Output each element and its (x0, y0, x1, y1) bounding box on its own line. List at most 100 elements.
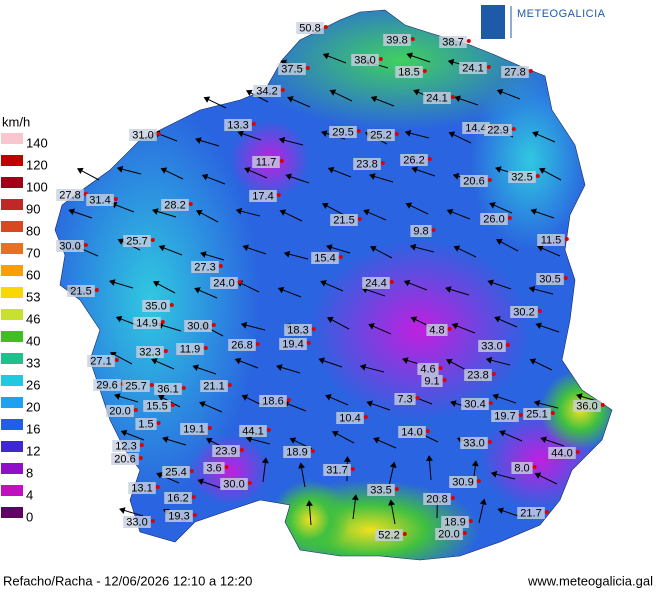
station-box (426, 324, 448, 336)
wind-arrow-head (245, 89, 253, 97)
wind-arrow-head (343, 456, 351, 462)
station-box (464, 369, 492, 381)
station-value: 34.2 (256, 85, 277, 97)
station-value: 11.9 (180, 343, 201, 355)
station-value: 9.8 (413, 225, 428, 237)
legend-label: 60 (26, 267, 40, 282)
station-dot (276, 193, 281, 197)
wind-arrow-head (201, 173, 209, 181)
legend-label: 4 (26, 487, 33, 502)
station-box (395, 66, 423, 78)
station-dot (113, 197, 118, 201)
station-value: 14.9 (136, 317, 157, 329)
station-dot (394, 487, 399, 491)
station-box (184, 320, 212, 332)
station-dot (488, 401, 493, 405)
station-box (441, 516, 469, 528)
station-dot (149, 383, 154, 387)
station-value: 20.6 (463, 175, 484, 187)
station-box (283, 446, 311, 458)
station-value: 25.2 (370, 129, 391, 141)
station-dot (394, 132, 399, 136)
station-dot (410, 37, 415, 41)
station-box (228, 339, 256, 351)
wind-arrow-head (120, 429, 128, 437)
station-box (548, 447, 576, 459)
wind-arrow-head (413, 89, 420, 96)
station-dot (266, 428, 271, 432)
wind-arrow-head (359, 363, 367, 371)
station-box (501, 66, 529, 78)
wind-arrow-head (496, 88, 504, 96)
station-value: 25.7 (126, 235, 147, 247)
wind-arrow-head (151, 358, 158, 365)
legend-swatch (1, 397, 23, 408)
wind-arrow-head (157, 394, 165, 402)
legend-swatch (1, 463, 23, 474)
station-value: 33.0 (481, 340, 502, 352)
wind-arrow-head (76, 167, 84, 175)
wind-arrow-head (289, 437, 297, 444)
wind-arrow-head (114, 393, 121, 400)
station-value: 24.4 (365, 277, 386, 289)
station-value: 30.0 (59, 240, 80, 252)
wind-arrow-head (452, 172, 460, 180)
station-dot (427, 157, 432, 161)
station-box (478, 340, 506, 352)
wind-arrow-head (528, 285, 536, 293)
legend-swatch (1, 177, 23, 188)
station-dot (169, 303, 174, 307)
wind-arrow-head (329, 89, 337, 96)
station-value: 23.8 (467, 369, 488, 381)
station-dot (239, 448, 244, 452)
wind-arrow-head (404, 129, 412, 137)
station-box (573, 400, 601, 412)
station-value: 12.3 (115, 440, 136, 452)
station-value: 30.0 (223, 478, 244, 490)
station-value: 33.5 (370, 484, 391, 496)
station-dot (163, 349, 168, 353)
wind-arrow-head (489, 202, 496, 209)
station-value: 4.6 (420, 363, 435, 375)
wind-arrow-head (321, 130, 328, 137)
station-box (459, 62, 487, 74)
wind-arrow-head (261, 457, 269, 464)
station-dot (156, 132, 161, 136)
station-box (523, 408, 551, 420)
station-dot (537, 309, 542, 313)
station-value: 31.7 (326, 464, 347, 476)
station-dot (357, 217, 362, 221)
station-box (86, 194, 114, 206)
wind-arrow-head (448, 131, 456, 138)
station-value: 18.6 (262, 395, 283, 407)
station-value: 1.5 (138, 418, 153, 430)
station-dot (550, 411, 555, 415)
wind-arrow-head (402, 357, 409, 364)
station-value: 21.7 (520, 507, 541, 519)
wind-arrow-head (287, 96, 294, 103)
wind-arrow-head (195, 137, 202, 144)
station-box (351, 54, 379, 66)
station-box (423, 92, 451, 104)
station-value: 21.5 (70, 285, 91, 297)
station-dot (311, 327, 316, 331)
station-box (417, 363, 439, 375)
station-value: 10.4 (339, 412, 360, 424)
wind-arrow-head (326, 316, 334, 324)
wind-arrow-head (68, 208, 75, 216)
station-box (462, 122, 490, 134)
station-box (421, 375, 443, 387)
station-dot (450, 496, 455, 500)
station-box (508, 171, 536, 183)
wind-arrow-head (116, 165, 124, 173)
station-box (362, 277, 390, 289)
station-box (279, 338, 307, 350)
station-dot (450, 95, 455, 99)
station-value: 24.1 (462, 62, 483, 74)
station-value: 18.3 (287, 324, 308, 336)
legend-swatch (1, 309, 23, 320)
wind-arrow-head (192, 364, 199, 372)
station-box (296, 22, 324, 34)
